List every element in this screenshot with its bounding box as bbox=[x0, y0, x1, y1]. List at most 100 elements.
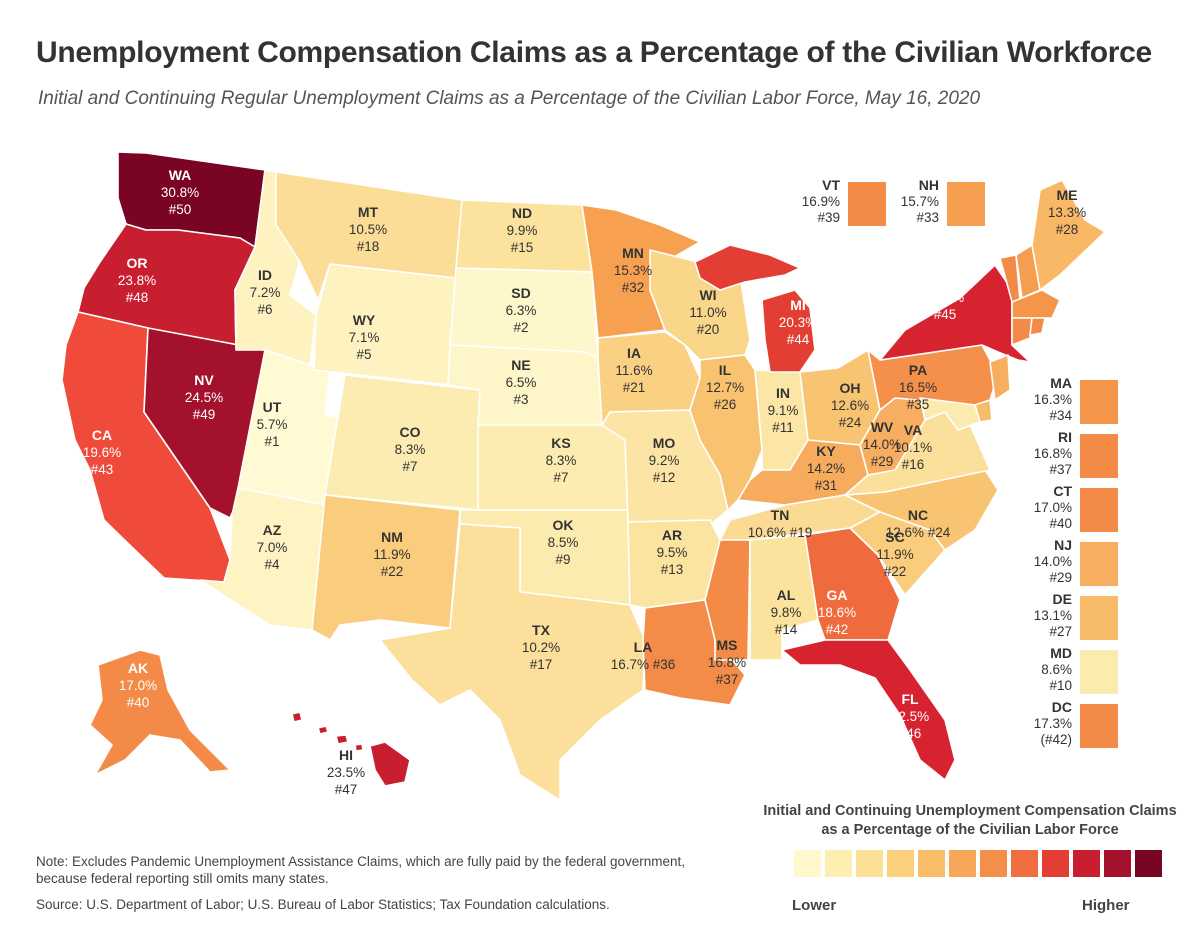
state-abbr: ND bbox=[512, 205, 532, 221]
state-rank: #31 bbox=[815, 478, 838, 493]
state-abbr: IL bbox=[719, 362, 732, 378]
state-value: 20.3% bbox=[779, 315, 817, 330]
state-abbr: AR bbox=[662, 527, 682, 543]
state-value: 16.8% bbox=[1034, 446, 1072, 461]
state-label-tx: TX 10.2% #17 bbox=[522, 622, 560, 672]
state-rank: #20 bbox=[697, 322, 720, 337]
state-value: 5.7% bbox=[257, 417, 288, 432]
state-rank: #32 bbox=[622, 280, 645, 295]
state-label-ok: OK 8.5% #9 bbox=[548, 517, 579, 567]
state-rank: #24 bbox=[839, 415, 862, 430]
state-label-ar: AR 9.5% #13 bbox=[657, 527, 688, 577]
state-label-ak: AK 17.0% #40 bbox=[119, 660, 157, 710]
small-state-swatch bbox=[1080, 650, 1118, 694]
state-shape-fl bbox=[781, 639, 956, 781]
state-label-ms: MS 16.8% #37 bbox=[708, 637, 746, 687]
small-state-swatch bbox=[1080, 434, 1118, 478]
state-abbr: NJ bbox=[1054, 537, 1072, 553]
state-abbr: IN bbox=[776, 385, 790, 401]
footnote: Note: Excludes Pandemic Unemployment Ass… bbox=[36, 854, 686, 886]
state-abbr: HI bbox=[339, 747, 353, 763]
state-label-nm: NM 11.9% #22 bbox=[373, 529, 410, 579]
state-value: 11.9% bbox=[876, 547, 913, 562]
state-abbr: KY bbox=[816, 443, 836, 459]
state-label-fl: FL 22.5% #46 bbox=[891, 691, 929, 741]
state-value: 9.5% bbox=[657, 545, 688, 560]
state-label-mo: MO 9.2% #12 bbox=[649, 435, 680, 485]
state-value: 18.6% bbox=[818, 605, 856, 620]
map-subtitle: Initial and Continuing Regular Unemploym… bbox=[38, 88, 981, 109]
state-value: 10.6% bbox=[748, 525, 786, 540]
state-shape-wy bbox=[313, 263, 457, 386]
state-abbr: RI bbox=[1058, 429, 1072, 445]
state-label-sd: SD 6.3% #2 bbox=[506, 285, 537, 335]
state-shape-nm bbox=[311, 494, 461, 641]
state-label-wv: WV 14.0% #29 bbox=[863, 419, 901, 469]
state-rank: #17 bbox=[530, 657, 553, 672]
state-label-mn: MN 15.3% #32 bbox=[614, 245, 652, 295]
state-abbr: OH bbox=[840, 380, 861, 396]
state-value: 16.3% bbox=[1034, 392, 1072, 407]
state-rank: #9 bbox=[555, 552, 570, 567]
state-rank: #7 bbox=[553, 470, 568, 485]
state-label-wy: WY 7.1% #5 bbox=[349, 312, 380, 362]
state-label-ga: GA 18.6% #42 bbox=[818, 587, 856, 637]
state-rank: #1 bbox=[264, 434, 279, 449]
source-note: Source: U.S. Department of Labor; U.S. B… bbox=[36, 897, 610, 912]
state-label-tn: TN 10.6% #19 bbox=[748, 507, 813, 540]
state-value-rank: 10.6% #19 bbox=[748, 525, 813, 540]
state-abbr: WV bbox=[871, 419, 894, 435]
state-shape-ri bbox=[1029, 317, 1046, 336]
state-value: 14.0% bbox=[1034, 554, 1072, 569]
state-value: 9.9% bbox=[507, 223, 538, 238]
state-abbr: ME bbox=[1057, 187, 1078, 203]
state-rank: #14 bbox=[775, 622, 798, 637]
state-value: 7.2% bbox=[250, 285, 281, 300]
state-value: 9.8% bbox=[771, 605, 802, 620]
state-rank: #33 bbox=[916, 210, 939, 225]
state-label-hi: HI 23.5% #47 bbox=[327, 747, 365, 797]
state-abbr: SD bbox=[511, 285, 530, 301]
state-value: 12.6% bbox=[886, 525, 924, 540]
state-value: 17.3% bbox=[1034, 716, 1072, 731]
state-label-oh: OH 12.6% #24 bbox=[831, 380, 869, 430]
state-shape-ms bbox=[704, 539, 751, 661]
state-shape-ct bbox=[1011, 317, 1033, 346]
state-rank: #5 bbox=[356, 347, 371, 362]
small-state-swatch bbox=[1080, 488, 1118, 532]
state-value: 12.6% bbox=[831, 398, 869, 413]
small-state-swatch bbox=[1080, 542, 1118, 586]
legend-swatch-4 bbox=[887, 850, 914, 877]
state-rank: #42 bbox=[826, 622, 849, 637]
state-value: 8.5% bbox=[548, 535, 579, 550]
state-shape-hi bbox=[291, 711, 303, 723]
state-label-co: CO 8.3% #7 bbox=[395, 424, 426, 474]
state-rank: #34 bbox=[1049, 408, 1072, 423]
state-value: 7.1% bbox=[349, 330, 380, 345]
state-rank: #13 bbox=[661, 562, 684, 577]
state-label-id: ID 7.2% #6 bbox=[250, 267, 281, 317]
state-rank: #26 bbox=[714, 397, 737, 412]
state-label-ne: NE 6.5% #3 bbox=[506, 357, 537, 407]
state-abbr: WY bbox=[353, 312, 376, 328]
state-abbr: NE bbox=[511, 357, 530, 373]
state-label-la: LA 16.7% #36 bbox=[611, 639, 676, 672]
state-value-rank: 16.7% #36 bbox=[611, 657, 676, 672]
state-label-va: VA 10.1% #16 bbox=[894, 422, 932, 472]
state-abbr: OR bbox=[127, 255, 148, 271]
state-rank: #21 bbox=[623, 380, 646, 395]
state-rank: #27 bbox=[1049, 624, 1072, 639]
state-abbr: WA bbox=[169, 167, 192, 183]
state-label-wi: WI 11.0% #20 bbox=[689, 287, 726, 337]
state-value: 13.1% bbox=[1034, 608, 1072, 623]
state-label-me: ME 13.3% #28 bbox=[1048, 187, 1086, 237]
state-rank: #6 bbox=[257, 302, 272, 317]
small-state-swatch bbox=[1080, 596, 1118, 640]
state-abbr: CT bbox=[1053, 483, 1072, 499]
legend-title: Initial and Continuing Unemployment Comp… bbox=[763, 803, 1177, 838]
state-abbr: MA bbox=[1050, 375, 1072, 391]
